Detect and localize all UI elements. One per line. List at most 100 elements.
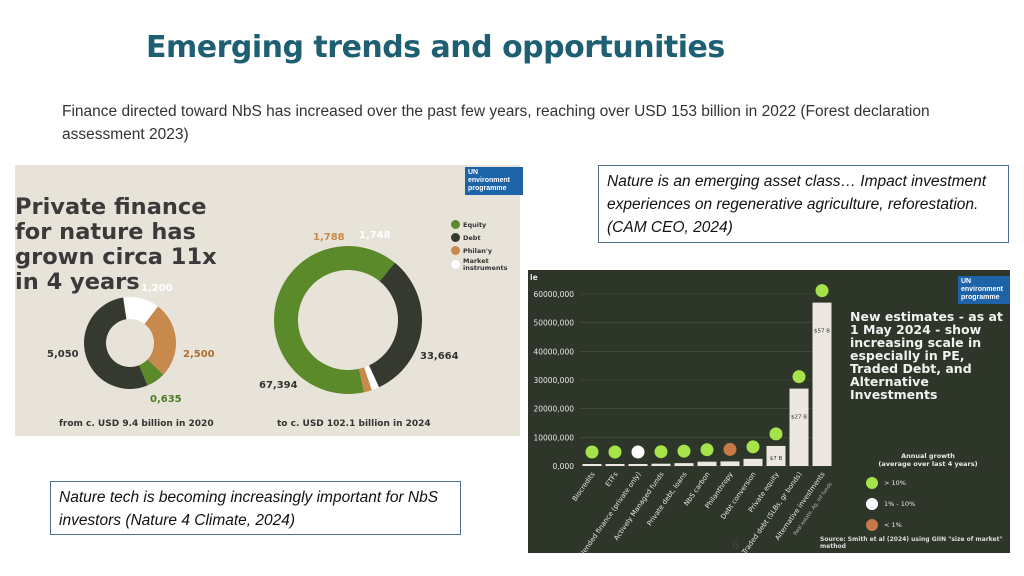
page-title: Emerging trends and opportunities: [146, 30, 725, 65]
x-tick-label: Private debt, loans: [646, 470, 689, 527]
legend-swatch: [451, 220, 460, 229]
growth-legend-item: > 10%: [866, 472, 915, 493]
quote-nature4climate: Nature tech is becoming increasingly imp…: [50, 481, 461, 535]
bar-chart: 0,000 10000,000 20000,000 30000,000 40000,00…: [533, 284, 834, 553]
bar-value-label: $57 B: [814, 329, 830, 335]
y-tick-label: 10000,000: [533, 433, 574, 442]
bar: [582, 464, 602, 466]
donut-2024: [274, 246, 422, 394]
donut-slice-philanthropy: [358, 367, 372, 393]
growth-legend-item: < 1%: [866, 514, 915, 535]
bar: [651, 463, 671, 466]
heading-line: in 4 years: [15, 269, 140, 295]
bar-value-label: $7 B: [770, 456, 783, 462]
donut-slice-debt: [84, 297, 148, 389]
estimate-title-line: 1 May 2024 - show: [850, 322, 982, 337]
estimate-title-line: especially in PE,: [850, 348, 965, 363]
value-label-philanthropy-2020: 2,500: [183, 349, 215, 360]
growth-dot: [723, 442, 737, 456]
growth-legend-item: 1% - 10%: [866, 493, 915, 514]
growth-legend-swatch: [866, 476, 878, 489]
x-tick-label: ETFs: [604, 470, 620, 488]
estimate-title: New estimates - as at 1 May 2024 - show …: [850, 310, 1003, 401]
bar: [697, 461, 717, 466]
estimate-title-line: Traded Debt, and: [850, 361, 972, 376]
donut-slice-equity: [274, 246, 395, 394]
legend-label: Debt: [463, 233, 481, 242]
bar: [743, 458, 763, 466]
donut-slice-debt: [368, 262, 422, 388]
un-logo: UN environment programme: [958, 276, 1010, 304]
market-size-figure: le UN environment programme 0,000 10000,0…: [528, 270, 1010, 553]
growth-legend-label: < 1%: [884, 520, 902, 529]
y-tick-label: 20000,000: [533, 405, 574, 414]
bar-value-label: $27 B: [791, 415, 807, 421]
donut-slice-philanthropy: [144, 306, 176, 375]
value-label-equity-2020: 0,635: [150, 394, 182, 405]
bar: [812, 302, 832, 466]
clipped-label: le: [530, 273, 538, 282]
legend-swatch: [451, 260, 460, 269]
footer-2024: to c. USD 102.1 billion in 2024: [277, 419, 431, 429]
heading-line: Private finance: [15, 194, 207, 220]
growth-dot: [677, 444, 691, 458]
growth-legend-subtitle: (average over last 4 years): [878, 460, 978, 468]
value-label-equity-2024: 67,394: [259, 380, 298, 391]
heading-line: grown circa 11x: [15, 244, 217, 270]
bar: [789, 388, 809, 466]
x-tick-label: Biocredits: [571, 470, 597, 503]
growth-dot: [746, 440, 760, 454]
page-number: 6: [732, 538, 739, 552]
bar: [605, 464, 625, 466]
private-finance-figure: Private finance for nature has grown cir…: [15, 165, 523, 436]
estimate-title-line: New estimates - as at: [850, 309, 1003, 324]
quote-cam-ceo: Nature is an emerging asset class… Impac…: [598, 165, 1009, 243]
growth-dot: [700, 443, 714, 457]
source-note: Source: Smith et al (2024) using GIIN "s…: [820, 536, 1003, 550]
growth-legend: > 10% 1% - 10% < 1%: [866, 472, 915, 535]
bar: [720, 461, 740, 466]
legend-item: Philan'y: [451, 244, 507, 257]
footer-2020: from c. USD 9.4 billion in 2020: [59, 419, 214, 429]
growth-legend-label: > 10%: [884, 478, 906, 487]
donut-2020: [84, 297, 176, 389]
value-label-philanthropy-2024: 1,788: [313, 232, 345, 243]
growth-dot: [585, 445, 599, 459]
growth-legend-title: Annual growth: [901, 452, 955, 460]
growth-dot: [769, 427, 783, 441]
y-tick-label: 50000,000: [533, 319, 574, 328]
growth-dot: [608, 445, 622, 459]
value-label-debt-2024: 33,664: [420, 351, 459, 362]
donut-legend: Equity Debt Philan'y Market instruments: [451, 218, 507, 272]
legend-item: Debt: [451, 231, 507, 244]
y-tick-label: 60000,000: [533, 290, 574, 299]
value-label-market-2020: 1,200: [141, 283, 173, 294]
donut-slice-market-instruments: [123, 297, 158, 324]
legend-item: Equity: [451, 218, 507, 231]
donut-slice-equity: [139, 359, 164, 386]
legend-label: Philan'y: [463, 246, 493, 255]
y-tick-label: 0,000: [553, 462, 575, 471]
estimate-title-line: Alternative: [850, 374, 929, 389]
growth-dot: [792, 370, 806, 384]
bar: [674, 463, 694, 466]
donut-slice-market-instruments: [364, 365, 380, 391]
estimate-title-line: Investments: [850, 387, 938, 402]
heading-line: for nature has: [15, 219, 196, 245]
legend-label: Equity: [463, 220, 487, 229]
figure-heading: Private finance for nature has grown cir…: [15, 195, 217, 295]
y-tick-label: 30000,000: [533, 376, 574, 385]
growth-dot: [815, 284, 829, 298]
growth-legend-swatch: [866, 497, 878, 510]
growth-dot: [654, 445, 668, 459]
un-logo: UN environment programme: [465, 167, 523, 195]
legend-item: Market instruments: [451, 257, 507, 272]
intro-text: Finance directed toward NbS has increase…: [62, 103, 930, 143]
legend-label: Market instruments: [463, 256, 508, 272]
bar: [766, 445, 786, 466]
value-label-market-2024: 1,748: [359, 230, 391, 241]
bar: [628, 464, 648, 466]
growth-dot: [631, 445, 645, 459]
growth-legend-label: 1% - 10%: [884, 499, 916, 508]
estimate-title-line: increasing scale in: [850, 335, 982, 350]
